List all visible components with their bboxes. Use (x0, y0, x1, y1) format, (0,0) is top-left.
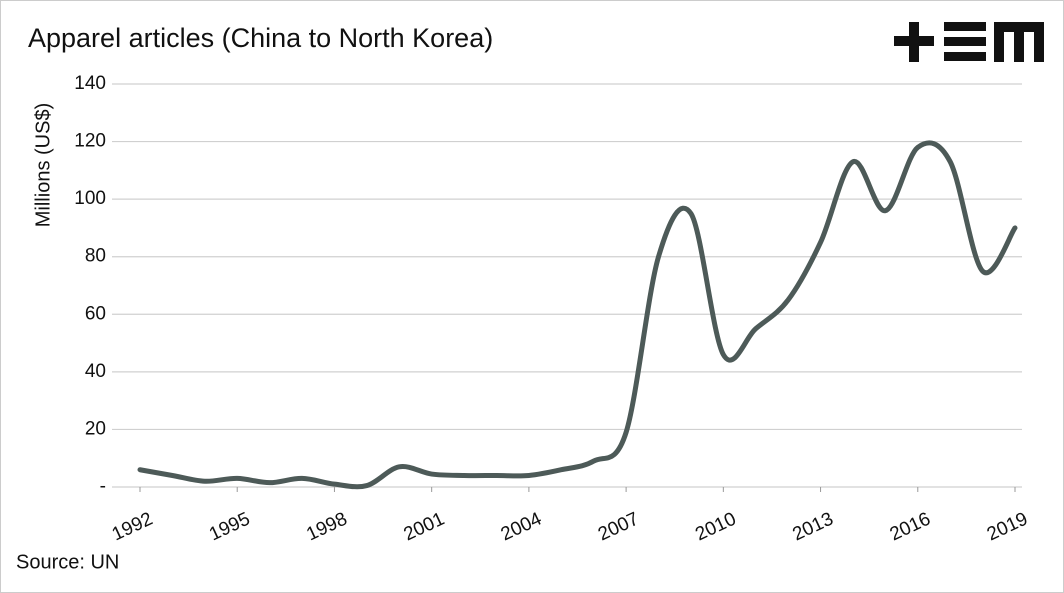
y-tick-label: 140 (74, 73, 106, 94)
chart-title: Apparel articles (China to North Korea) (28, 23, 493, 53)
y-tick-label: - (100, 476, 106, 497)
y-tick-label: 20 (85, 418, 106, 439)
data-line (137, 140, 1018, 490)
y-tick-label: 40 (85, 361, 106, 382)
y-tick-label: 120 (74, 131, 106, 152)
y-tick-label: 60 (85, 303, 106, 324)
y-tick-label: 80 (85, 246, 106, 267)
logo (894, 22, 1044, 62)
source: Source: UN (16, 551, 119, 573)
y-axis-label: Millions (US$) (32, 103, 54, 227)
y-tick-label: 100 (74, 188, 106, 209)
